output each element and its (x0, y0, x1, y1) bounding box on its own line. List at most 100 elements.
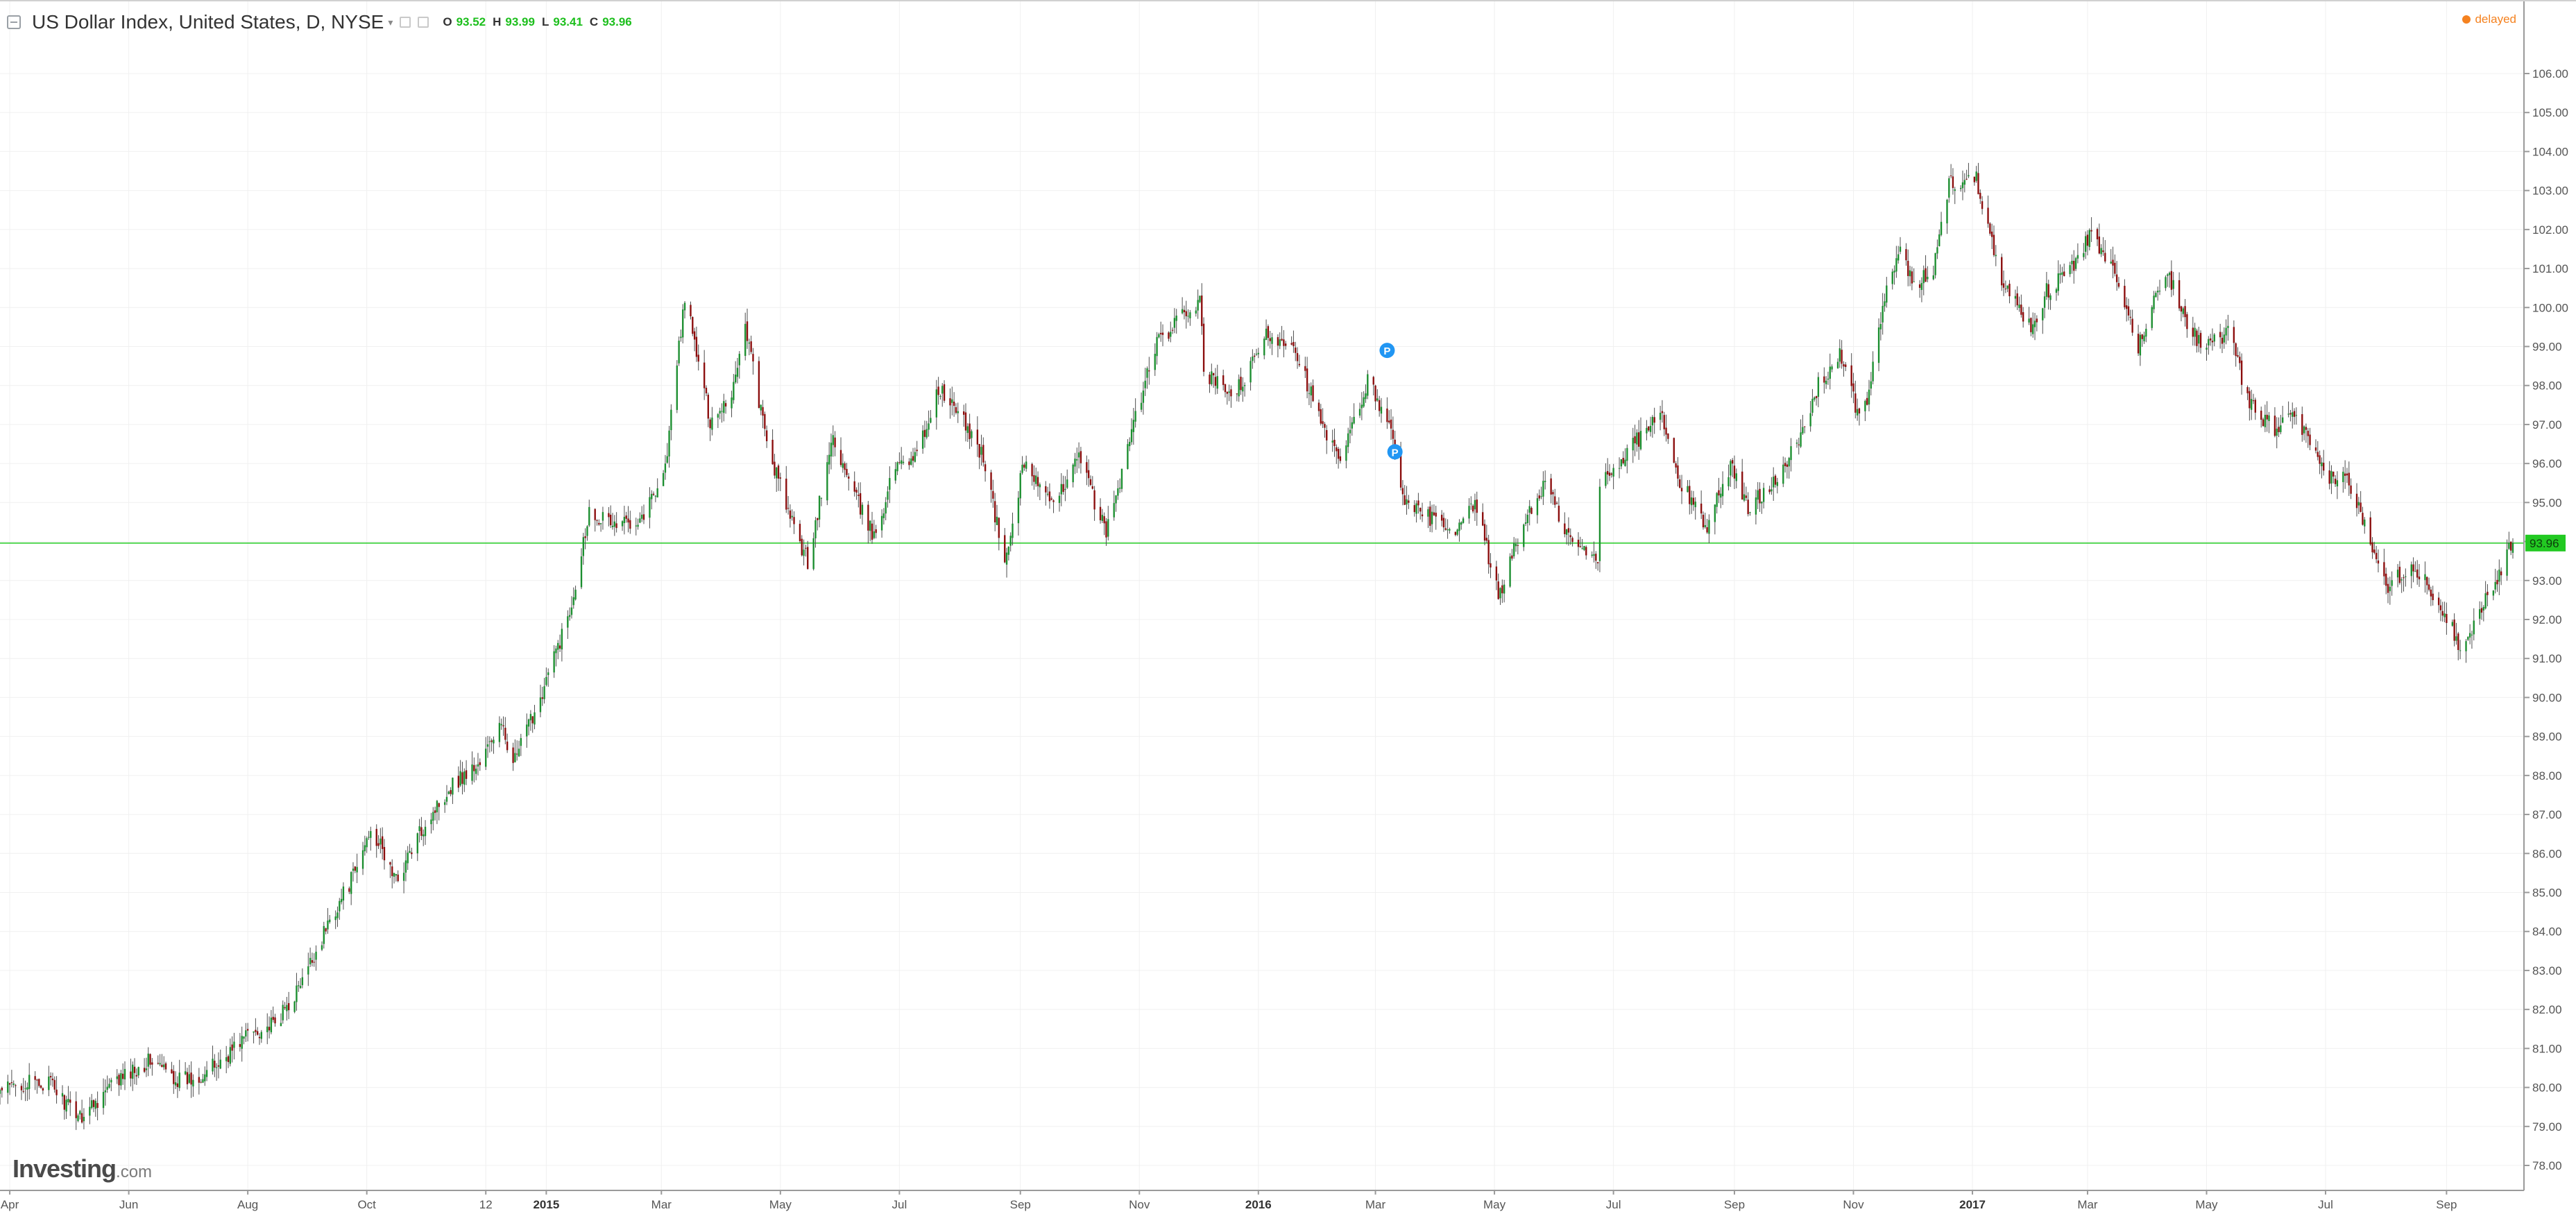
candle-body (1651, 417, 1654, 426)
candle-body (949, 398, 951, 406)
candle-body (2280, 425, 2282, 432)
candle-body (2030, 318, 2032, 332)
candle-body (1144, 380, 1146, 388)
symbol-title[interactable]: US Dollar Index, United States, D, NYSE (32, 11, 384, 33)
candle-body (217, 1065, 220, 1067)
candle-body (1433, 512, 1435, 515)
candle-body (135, 1075, 138, 1077)
candle-body (2069, 265, 2071, 275)
candle-body (1940, 221, 1943, 235)
candle-body (2074, 258, 2077, 269)
candle-body (1408, 500, 1410, 503)
candle-body (225, 1057, 228, 1061)
candle-body (1468, 506, 1470, 519)
candle-body (296, 985, 298, 1002)
candle-body (580, 556, 583, 588)
candle-body (2293, 411, 2296, 417)
candle-body (1605, 472, 1607, 486)
event-marker[interactable]: P (1387, 444, 1403, 460)
candle-body (163, 1064, 165, 1068)
candle-body (2342, 472, 2344, 482)
candle-body (656, 488, 658, 498)
candle-body (1103, 516, 1105, 524)
candle-body (2336, 480, 2339, 487)
candle-body (214, 1061, 216, 1068)
collapse-icon[interactable] (7, 15, 21, 29)
candle-body (1598, 486, 1601, 561)
candle-body (8, 1083, 11, 1085)
candle-body (1372, 377, 1374, 385)
settings-icon[interactable] (400, 17, 411, 28)
y-tick-label: 81.00 (2532, 1042, 2562, 1055)
candle-body (1421, 514, 1424, 517)
candle-body (2042, 308, 2044, 320)
candle-body (79, 1111, 81, 1115)
candle-body (561, 629, 563, 650)
candle-body (776, 467, 778, 479)
candle-body (1544, 481, 1546, 482)
candle-body (629, 520, 631, 529)
candle-body (2239, 357, 2241, 364)
investing-logo: Investing.com (12, 1154, 152, 1183)
candle-body (1154, 354, 1156, 370)
candle-body (2473, 620, 2475, 635)
candle-body (588, 506, 590, 526)
candle-body (108, 1084, 110, 1088)
candle-body (2289, 413, 2292, 415)
candle-body (1714, 504, 1716, 522)
candle-body (2240, 360, 2243, 385)
candle-body (1025, 461, 1027, 469)
candle-body (758, 361, 760, 409)
candle-body (2139, 334, 2142, 356)
candle-body (321, 945, 323, 950)
candle-body (231, 1044, 233, 1051)
candle-body (2303, 426, 2305, 434)
chart-legend: US Dollar Index, United States, D, NYSE … (7, 8, 632, 36)
candle-body (1160, 332, 1162, 334)
candle-body (1185, 311, 1187, 316)
candle-body (2373, 549, 2375, 553)
visibility-icon[interactable] (418, 17, 429, 28)
candle-body (1066, 479, 1068, 488)
candle-body (329, 919, 331, 923)
event-marker[interactable]: P (1379, 343, 1395, 359)
candle-body (2129, 316, 2132, 318)
candle-body (1515, 544, 1517, 547)
candle-body (1634, 436, 1636, 444)
candle-body (96, 1103, 99, 1109)
candle-body (137, 1067, 139, 1076)
candle-body (1454, 531, 1457, 536)
event-marker-dot[interactable] (1387, 444, 1403, 460)
candle-body (2184, 306, 2186, 318)
candle-body (1558, 505, 1560, 522)
candle-body (2246, 387, 2249, 393)
candle-body (1993, 234, 1995, 255)
candle-body (299, 986, 302, 989)
candle-body (2307, 430, 2309, 436)
candle-body (2126, 305, 2128, 309)
candle-body (2167, 274, 2169, 276)
candle-body (2033, 320, 2036, 327)
candle-body (202, 1079, 204, 1083)
candle-body (500, 724, 502, 726)
candle-body (1987, 207, 1989, 224)
candle-body (1920, 282, 1923, 290)
candle-body (2098, 236, 2101, 254)
candle-body (1817, 377, 1820, 397)
candle-body (2355, 493, 2358, 508)
candle-body (1761, 502, 1763, 504)
candle-body (2020, 305, 2022, 315)
candle-body (1899, 246, 1902, 252)
x-tick-label: Apr (1, 1198, 19, 1211)
candle-body (2430, 589, 2432, 597)
chevron-down-icon[interactable]: ▾ (388, 16, 393, 28)
candle-body (1567, 528, 1570, 533)
event-marker-dot[interactable] (1379, 343, 1395, 359)
candle-body (1175, 315, 1177, 321)
y-tick-label: 105.00 (2532, 106, 2568, 119)
candle-body (680, 336, 682, 339)
candle-body (1965, 178, 1968, 180)
candle-body (2115, 274, 2118, 282)
